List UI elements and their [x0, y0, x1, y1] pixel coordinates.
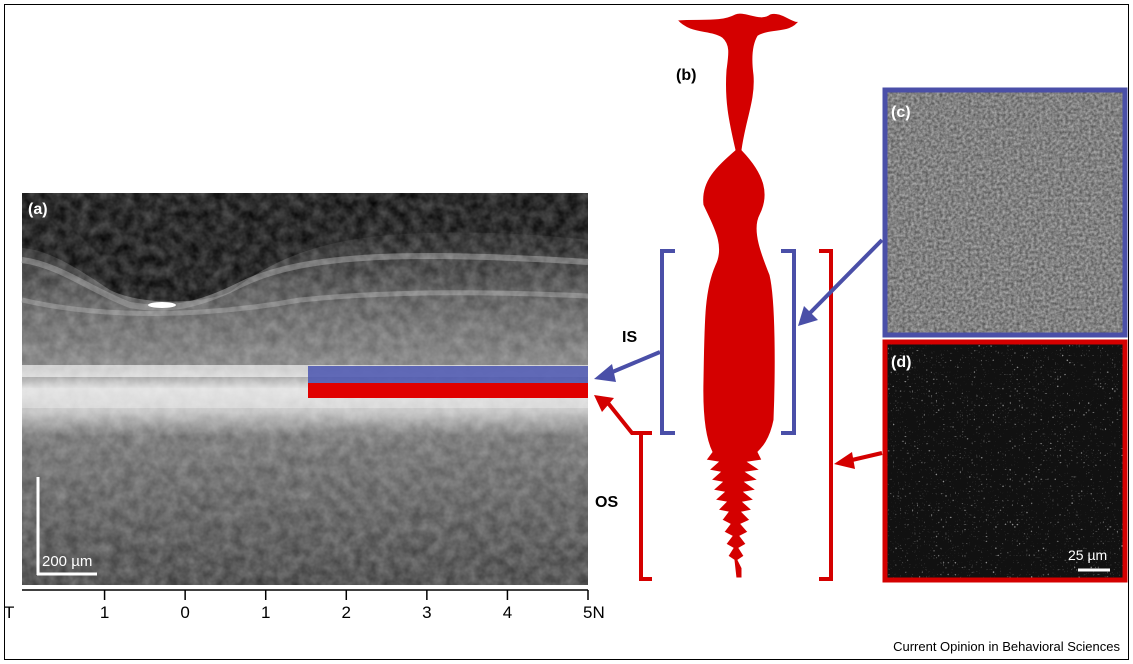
axis-tick-label: T	[4, 603, 14, 622]
panel-label: (a)	[28, 201, 48, 218]
scale-bar-label: 200 µm	[42, 553, 92, 570]
axis-tick-label: 1	[261, 603, 270, 622]
photoreceptor	[677, 13, 800, 578]
os-label: OS	[595, 494, 618, 511]
panel-label: (d)	[891, 354, 911, 371]
axis-tick-label: 3	[422, 603, 431, 622]
source-credit: Current Opinion in Behavioral Sciences	[893, 639, 1120, 654]
cone-image-c	[885, 90, 1125, 335]
axis-tick-label: 1	[100, 603, 109, 622]
scale-bar-label: 25 µm	[1068, 547, 1107, 563]
cone-image-d	[885, 342, 1125, 580]
panel-label: (b)	[676, 67, 696, 84]
axis-tick-label: 2	[342, 603, 351, 622]
axis-tick-label: 5N	[583, 603, 605, 622]
axis-ticks: T 1 0 1 2 3 4 5N	[4, 590, 605, 622]
page: {"panels": {"a": {"label": "(a)", "scale…	[0, 0, 1133, 664]
axis-tick-label: 4	[503, 603, 512, 622]
panel-label: (c)	[891, 104, 911, 121]
is-label: IS	[622, 329, 637, 346]
oct-image	[22, 193, 588, 585]
axis-tick-label: 0	[180, 603, 189, 622]
figure: (a) 200 µm T 1 0 1 2 3 4 5N (b) IS OS (c) (d)	[0, 0, 1133, 664]
